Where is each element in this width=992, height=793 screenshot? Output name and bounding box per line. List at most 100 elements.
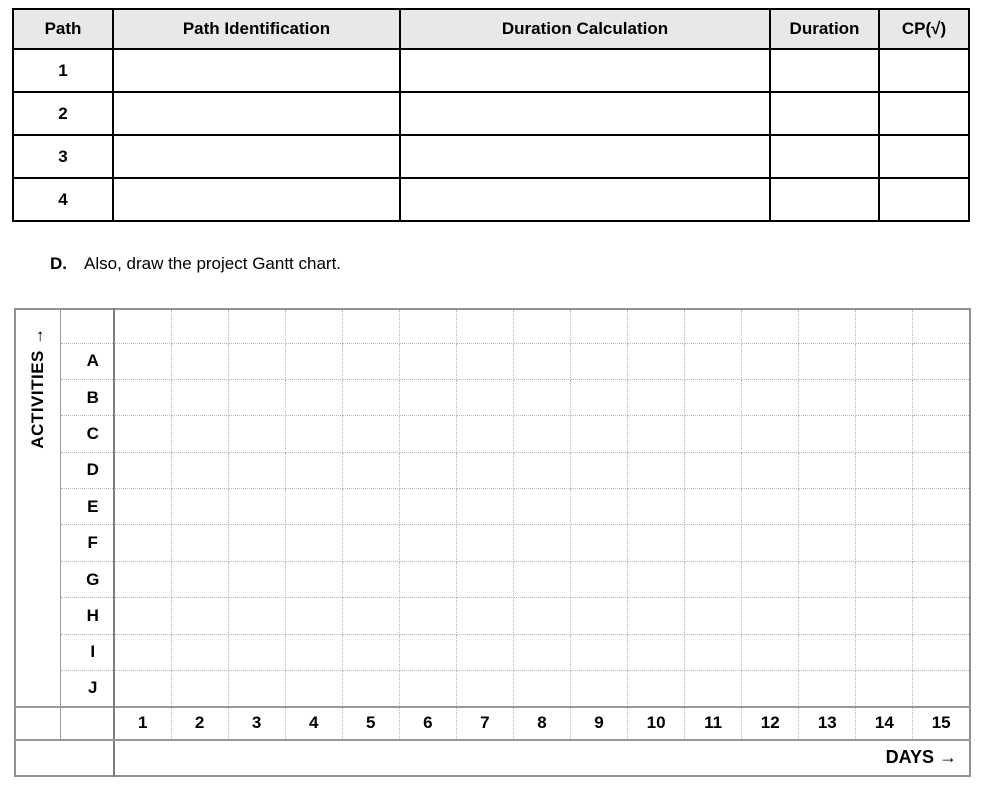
duration-answer-cell[interactable] — [769, 177, 880, 222]
gantt-grid-cell[interactable] — [398, 633, 457, 672]
gantt-grid-cell[interactable] — [798, 308, 857, 344]
path-identification-answer-cell[interactable] — [112, 91, 401, 136]
gantt-grid-cell[interactable] — [227, 308, 286, 344]
gantt-grid-cell[interactable] — [684, 308, 743, 344]
gantt-grid-cell[interactable] — [227, 342, 286, 380]
gantt-grid-cell[interactable] — [227, 633, 286, 672]
gantt-grid-cell[interactable] — [398, 415, 457, 453]
gantt-grid-cell[interactable] — [455, 451, 514, 490]
path-identification-answer-cell[interactable] — [112, 48, 401, 93]
gantt-grid-cell[interactable] — [455, 633, 514, 672]
gantt-grid-cell[interactable] — [341, 633, 400, 672]
gantt-grid-cell[interactable] — [284, 524, 343, 562]
duration-calculation-answer-cell[interactable] — [399, 91, 771, 136]
duration-calculation-answer-cell[interactable] — [399, 134, 771, 179]
gantt-grid-cell[interactable] — [741, 560, 800, 599]
gantt-grid-cell[interactable] — [455, 488, 514, 526]
gantt-grid-cell[interactable] — [341, 415, 400, 453]
gantt-grid-cell[interactable] — [341, 451, 400, 490]
gantt-grid-cell[interactable] — [912, 633, 971, 672]
gantt-grid-cell[interactable] — [113, 560, 172, 599]
gantt-grid-cell[interactable] — [798, 560, 857, 599]
gantt-grid-cell[interactable] — [627, 378, 686, 417]
gantt-grid-cell[interactable] — [398, 670, 457, 708]
gantt-grid-cell[interactable] — [569, 308, 629, 344]
gantt-grid-cell[interactable] — [512, 415, 572, 453]
gantt-grid-cell[interactable] — [341, 597, 400, 635]
gantt-grid-cell[interactable] — [170, 560, 229, 599]
gantt-grid-cell[interactable] — [741, 378, 800, 417]
gantt-grid-cell[interactable] — [912, 670, 971, 708]
gantt-grid-cell[interactable] — [912, 560, 971, 599]
gantt-grid-cell[interactable] — [684, 415, 743, 453]
gantt-grid-cell[interactable] — [284, 415, 343, 453]
gantt-grid-cell[interactable] — [569, 488, 629, 526]
gantt-grid-cell[interactable] — [227, 378, 286, 417]
gantt-grid-cell[interactable] — [284, 342, 343, 380]
gantt-grid-cell[interactable] — [170, 524, 229, 562]
gantt-grid-cell[interactable] — [512, 560, 572, 599]
gantt-grid-cell[interactable] — [912, 488, 971, 526]
gantt-grid-cell[interactable] — [512, 342, 572, 380]
path-identification-answer-cell[interactable] — [112, 177, 401, 222]
gantt-grid-cell[interactable] — [284, 560, 343, 599]
gantt-grid-cell[interactable] — [569, 597, 629, 635]
cp-answer-cell[interactable] — [878, 134, 970, 179]
gantt-grid-cell[interactable] — [170, 488, 229, 526]
gantt-grid-cell[interactable] — [398, 378, 457, 417]
gantt-grid-cell[interactable] — [855, 597, 914, 635]
gantt-grid-cell[interactable] — [741, 488, 800, 526]
gantt-grid-cell[interactable] — [227, 488, 286, 526]
gantt-grid-cell[interactable] — [113, 342, 172, 380]
gantt-grid-cell[interactable] — [798, 597, 857, 635]
gantt-grid-cell[interactable] — [113, 633, 172, 672]
gantt-grid-cell[interactable] — [569, 415, 629, 453]
path-identification-answer-cell[interactable] — [112, 134, 401, 179]
gantt-grid-cell[interactable] — [569, 342, 629, 380]
gantt-grid-cell[interactable] — [912, 308, 971, 344]
gantt-grid-cell[interactable] — [741, 451, 800, 490]
gantt-grid-cell[interactable] — [398, 451, 457, 490]
gantt-grid-cell[interactable] — [798, 633, 857, 672]
gantt-grid-cell[interactable] — [455, 597, 514, 635]
duration-calculation-answer-cell[interactable] — [399, 177, 771, 222]
gantt-grid-cell[interactable] — [798, 342, 857, 380]
gantt-grid-cell[interactable] — [398, 342, 457, 380]
gantt-grid-cell[interactable] — [284, 670, 343, 708]
gantt-grid-cell[interactable] — [341, 378, 400, 417]
gantt-grid-cell[interactable] — [798, 415, 857, 453]
gantt-grid-cell[interactable] — [113, 415, 172, 453]
gantt-grid-cell[interactable] — [627, 451, 686, 490]
gantt-grid-cell[interactable] — [170, 451, 229, 490]
gantt-grid-cell[interactable] — [227, 597, 286, 635]
gantt-grid-cell[interactable] — [741, 342, 800, 380]
gantt-grid-cell[interactable] — [284, 488, 343, 526]
gantt-grid-cell[interactable] — [284, 597, 343, 635]
gantt-grid-cell[interactable] — [512, 308, 572, 344]
gantt-grid-cell[interactable] — [569, 560, 629, 599]
gantt-grid-cell[interactable] — [398, 488, 457, 526]
gantt-grid-cell[interactable] — [398, 524, 457, 562]
gantt-grid-cell[interactable] — [855, 378, 914, 417]
gantt-grid-cell[interactable] — [912, 524, 971, 562]
gantt-grid-cell[interactable] — [855, 308, 914, 344]
gantt-grid-cell[interactable] — [684, 670, 743, 708]
cp-answer-cell[interactable] — [878, 177, 970, 222]
gantt-grid-cell[interactable] — [627, 597, 686, 635]
gantt-grid-cell[interactable] — [798, 378, 857, 417]
gantt-grid-cell[interactable] — [912, 597, 971, 635]
gantt-grid-cell[interactable] — [455, 378, 514, 417]
gantt-grid-cell[interactable] — [170, 670, 229, 708]
gantt-grid-cell[interactable] — [684, 488, 743, 526]
gantt-grid-cell[interactable] — [741, 308, 800, 344]
gantt-grid-cell[interactable] — [684, 560, 743, 599]
gantt-grid-cell[interactable] — [398, 597, 457, 635]
gantt-grid-cell[interactable] — [455, 524, 514, 562]
gantt-grid-cell[interactable] — [741, 415, 800, 453]
gantt-grid-cell[interactable] — [284, 378, 343, 417]
duration-calculation-answer-cell[interactable] — [399, 48, 771, 93]
gantt-grid-cell[interactable] — [684, 597, 743, 635]
gantt-grid-cell[interactable] — [569, 670, 629, 708]
cp-answer-cell[interactable] — [878, 48, 970, 93]
gantt-grid-cell[interactable] — [855, 488, 914, 526]
